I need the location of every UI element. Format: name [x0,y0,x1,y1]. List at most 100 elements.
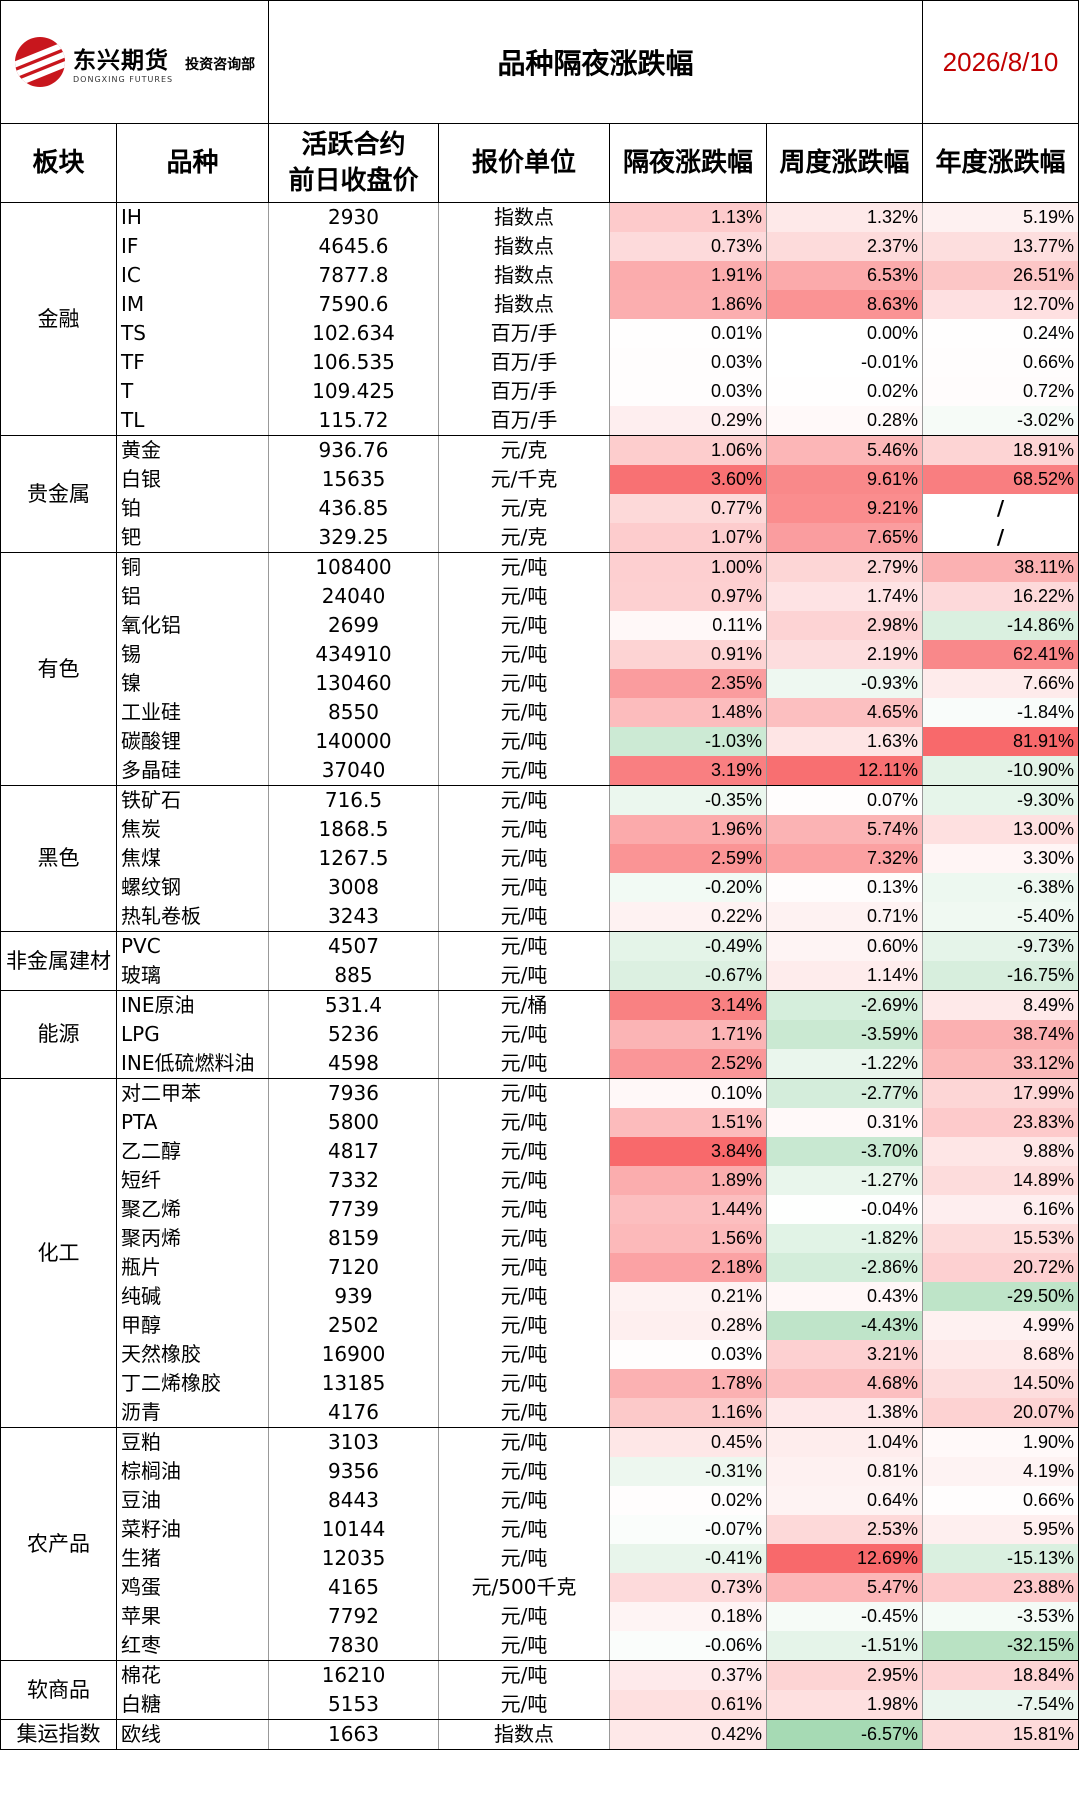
variety-name: TL [116,406,269,436]
col-header-variety: 品种 [116,123,269,203]
table-row: TF 106.535 百万/手 0.03% -0.01% 0.66% [1,348,1079,377]
variety-name: 乙二醇 [116,1137,269,1166]
quote-unit: 百万/手 [438,348,610,377]
table-row: 镍 130460 元/吨 2.35% -0.93% 7.66% [1,669,1079,698]
dongxing-logo-icon [15,37,65,87]
yearly-change: 38.11% [922,552,1079,582]
variety-name: 工业硅 [116,698,269,727]
overnight-change: 0.91% [609,640,767,669]
page-title: 品种隔夜涨跌幅 [268,0,923,124]
variety-name: INE低硫燃料油 [116,1049,269,1079]
quote-unit: 元/吨 [438,582,610,611]
quote-unit: 元/吨 [438,1631,610,1661]
quote-unit: 元/吨 [438,756,610,786]
quote-unit: 元/吨 [438,1108,610,1137]
variety-name: 棉花 [116,1660,269,1690]
variety-name: 红枣 [116,1631,269,1661]
sector-label: 集运指数 [0,1719,117,1750]
overnight-change: 0.45% [609,1427,767,1457]
variety-name: 纯碱 [116,1282,269,1311]
close-price: 939 [268,1282,439,1311]
weekly-change: 0.31% [766,1108,923,1137]
overnight-change: 1.86% [609,290,767,319]
quote-unit: 元/吨 [438,1340,610,1369]
yearly-change: 23.88% [922,1573,1079,1602]
table-row: 多晶硅 37040 元/吨 3.19% 12.11% -10.90% [1,756,1079,786]
quote-unit: 元/吨 [438,1224,610,1253]
quote-unit: 元/吨 [438,669,610,698]
close-price: 12035 [268,1544,439,1573]
yearly-change: 26.51% [922,261,1079,290]
overnight-change: 1.91% [609,261,767,290]
overnight-change: 0.11% [609,611,767,640]
yearly-change: 17.99% [922,1078,1079,1108]
variety-name: 碳酸锂 [116,727,269,756]
table-row: 金融 IH 2930 指数点 1.13% 1.32% 5.19% [0,202,1079,436]
table-row: 菜籽油 10144 元/吨 -0.07% 2.53% 5.95% [1,1515,1079,1544]
close-price: 8443 [268,1486,439,1515]
variety-name: 聚乙烯 [116,1195,269,1224]
weekly-change: 1.14% [766,961,923,991]
close-price: 108400 [268,552,439,582]
col-header-overnight: 隔夜涨跌幅 [609,123,767,203]
variety-name: LPG [116,1020,269,1049]
quote-unit: 元/吨 [438,1602,610,1631]
yearly-change: -1.84% [922,698,1079,727]
quote-unit: 元/桶 [438,990,610,1020]
yearly-change: -14.86% [922,611,1079,640]
variety-name: 镍 [116,669,269,698]
overnight-change: 0.77% [609,494,767,523]
close-price: 936.76 [268,435,439,465]
overnight-change: 3.84% [609,1137,767,1166]
yearly-change: -9.30% [922,785,1079,815]
variety-name: 瓶片 [116,1253,269,1282]
close-price: 531.4 [268,990,439,1020]
close-price: 7739 [268,1195,439,1224]
close-price: 1663 [268,1719,439,1750]
overnight-change: 0.10% [609,1078,767,1108]
quote-unit: 指数点 [438,290,610,319]
close-price: 4165 [268,1573,439,1602]
column-header-row: 板块 品种 活跃合约 前日收盘价 报价单位 隔夜涨跌幅 周度涨跌幅 年度涨跌幅 [0,123,1079,203]
yearly-change: 5.95% [922,1515,1079,1544]
table-row: INE低硫燃料油 4598 元/吨 2.52% -1.22% 33.12% [1,1049,1079,1079]
variety-name: 豆粕 [116,1427,269,1457]
variety-name: 生猪 [116,1544,269,1573]
close-price: 7877.8 [268,261,439,290]
variety-name: 锡 [116,640,269,669]
weekly-change: -2.69% [766,990,923,1020]
close-price: 4598 [268,1049,439,1079]
close-price: 7830 [268,1631,439,1661]
yearly-change: / [922,494,1079,523]
quote-unit: 元/吨 [438,1282,610,1311]
sector-label: 有色 [0,552,117,786]
weekly-change: 2.98% [766,611,923,640]
yearly-change: 16.22% [922,582,1079,611]
overnight-change: 0.03% [609,1340,767,1369]
quote-unit: 元/吨 [438,1166,610,1195]
close-price: 106.535 [268,348,439,377]
table-row: 工业硅 8550 元/吨 1.48% 4.65% -1.84% [1,698,1079,727]
overnight-change: 0.18% [609,1602,767,1631]
table-row: 鸡蛋 4165 元/500千克 0.73% 5.47% 23.88% [1,1573,1079,1602]
overnight-change: 2.59% [609,844,767,873]
variety-name: 苹果 [116,1602,269,1631]
table-row: 丁二烯橡胶 13185 元/吨 1.78% 4.68% 14.50% [1,1369,1079,1398]
overnight-change: -0.67% [609,961,767,991]
quote-unit: 指数点 [438,232,610,261]
variety-name: IH [116,202,269,232]
sector-label: 金融 [0,202,117,436]
variety-name: 欧线 [116,1719,269,1750]
weekly-change: 4.68% [766,1369,923,1398]
overnight-change: -0.49% [609,931,767,961]
variety-name: IM [116,290,269,319]
close-price: 5236 [268,1020,439,1049]
weekly-change: 0.02% [766,377,923,406]
overnight-change: 0.61% [609,1690,767,1720]
quote-unit: 百万/手 [438,377,610,406]
weekly-change: 0.71% [766,902,923,932]
report-date: 2026/8/10 [922,0,1079,124]
weekly-change: -0.45% [766,1602,923,1631]
yearly-change: -5.40% [922,902,1079,932]
